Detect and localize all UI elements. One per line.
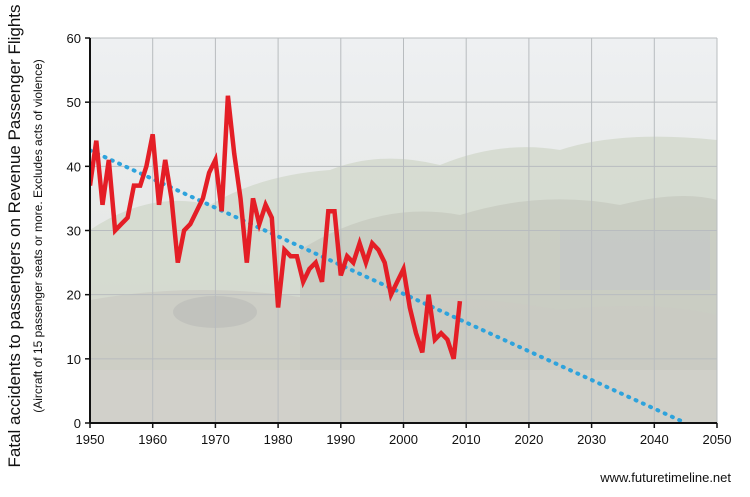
site-credit: www.futuretimeline.net — [599, 470, 731, 485]
y-tick-label: 30 — [67, 224, 81, 239]
y-tick-label: 50 — [67, 95, 81, 110]
y-axis-label: Fatal accidents to passengers on Revenue… — [5, 4, 24, 467]
x-tick-label: 2030 — [577, 432, 606, 447]
series-layer — [90, 95, 688, 423]
x-tick-label: 2010 — [452, 432, 481, 447]
y-axis-note: (Aircraft of 15 passenger seats or more.… — [31, 59, 45, 413]
x-tick-label: 1970 — [201, 432, 230, 447]
y-tick-label: 20 — [67, 288, 81, 303]
accidents-line — [90, 95, 463, 360]
tick-labels: 1950 1960 1970 1980 1990 2000 2010 2020 2030 2040… — [67, 31, 732, 447]
y-tick-label: 10 — [67, 352, 81, 367]
y-tick-label: 60 — [67, 31, 81, 46]
y-tick-label: 0 — [74, 416, 81, 431]
x-tick-label: 2020 — [514, 432, 543, 447]
x-tick-label: 2000 — [389, 432, 418, 447]
x-tick-label: 2040 — [640, 432, 669, 447]
x-tick-label: 2050 — [703, 432, 732, 447]
y-tick-label: 40 — [67, 159, 81, 174]
grid-lines — [89, 37, 718, 424]
axes — [85, 37, 718, 428]
x-tick-label: 1990 — [326, 432, 355, 447]
x-tick-label: 1950 — [76, 432, 105, 447]
x-tick-label: 1980 — [264, 432, 293, 447]
x-tick-label: 1960 — [138, 432, 167, 447]
